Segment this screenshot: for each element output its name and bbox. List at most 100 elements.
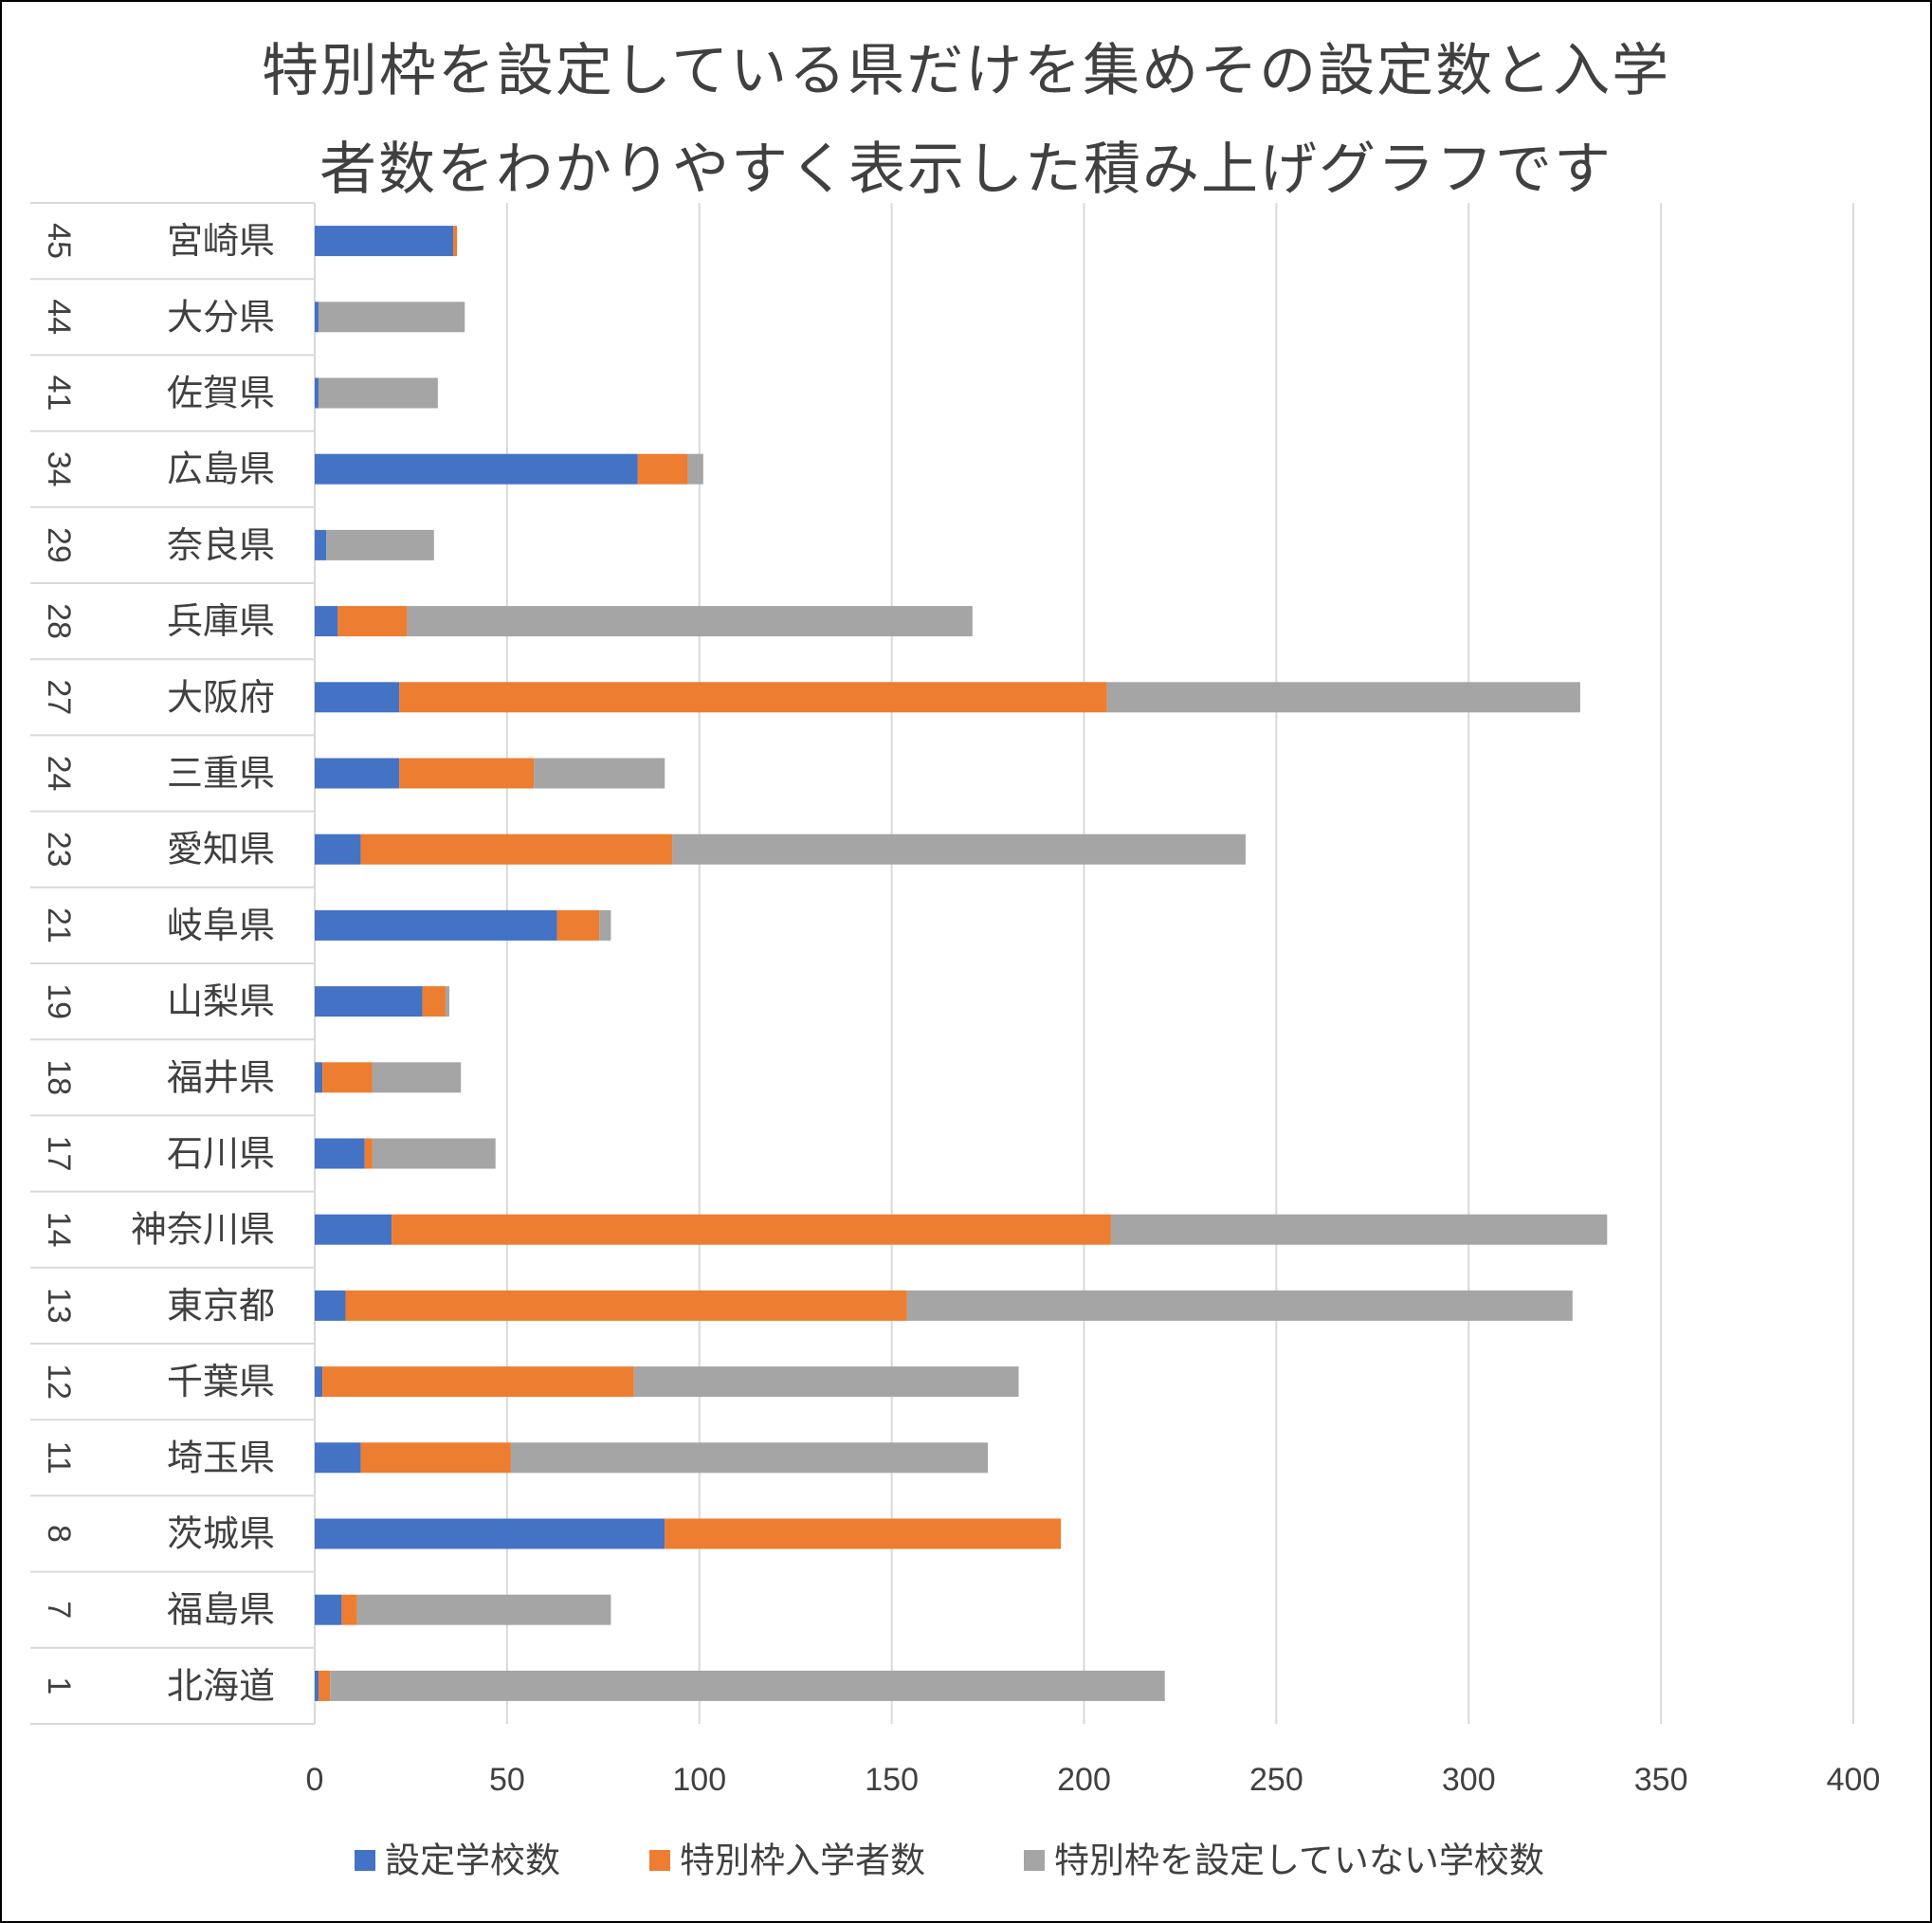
bar-24-series-1 [399,758,535,789]
category-name-label: 岐阜県 [167,905,275,946]
category-code-label: 44 [41,299,77,335]
bar-41-series-2 [319,377,438,409]
bar-21-series-0 [315,909,557,941]
bar-18-series-1 [322,1062,373,1093]
bar-11-series-1 [360,1442,511,1474]
category-code-label: 7 [41,1601,77,1619]
bar-13-series-1 [345,1290,907,1321]
bar-27-series-1 [399,682,1107,713]
bar-29-series-0 [315,529,327,560]
bar-14-series-1 [392,1214,1111,1245]
bar-18-series-2 [372,1062,462,1093]
bar-41-series-0 [315,377,319,409]
bar-19-series-0 [315,986,423,1017]
category-name-label: 千葉県 [167,1361,275,1402]
bar-19-series-1 [422,986,446,1017]
bar-28-series-1 [337,606,408,637]
bar-17-series-0 [315,1138,365,1169]
bar-45-series-1 [453,226,458,257]
bar-17-series-2 [372,1138,496,1169]
legend-label-1: 特別枠入学者数 [680,1841,925,1881]
x-tick-label-150: 150 [865,1762,919,1798]
bar-21-series-2 [599,909,611,941]
bar-24-series-2 [534,758,665,789]
bar-23-series-1 [360,833,673,865]
category-name-label: 神奈川県 [131,1209,275,1251]
bar-7-series-1 [341,1594,357,1625]
bar-44-series-0 [315,302,319,333]
bar-18-series-0 [315,1062,323,1093]
x-tick-label-50: 50 [489,1762,525,1798]
bar-28-series-0 [315,606,338,637]
category-name-label: 北海道 [167,1665,275,1707]
category-code-label: 1 [41,1676,77,1694]
bar-34-series-2 [687,453,703,485]
bar-21-series-1 [556,909,600,941]
category-name-label: 茨城県 [167,1513,275,1555]
x-tick-label-300: 300 [1442,1762,1496,1798]
bar-11-series-0 [315,1442,361,1474]
category-name-label: 広島県 [167,449,275,490]
category-name-label: 埼玉県 [167,1437,275,1478]
bar-1-series-0 [315,1670,319,1701]
category-code-label: 41 [41,375,77,412]
category-code-label: 28 [41,603,77,639]
bar-23-series-0 [315,833,361,865]
bar-8-series-1 [665,1518,1062,1549]
x-tick-label-400: 400 [1827,1762,1881,1798]
category-code-label: 14 [41,1212,77,1248]
bar-12-series-2 [633,1366,1019,1398]
bar-34-series-0 [315,453,638,485]
category-name-label: 福島県 [167,1589,275,1631]
legend-swatch-1 [649,1850,670,1871]
x-tick-label-0: 0 [306,1762,324,1798]
category-name-label: 兵庫県 [167,600,275,642]
legend-label-0: 設定学校数 [385,1841,560,1881]
bar-27-series-2 [1106,682,1580,713]
category-code-label: 8 [41,1525,77,1543]
bar-27-series-0 [315,682,400,713]
category-code-label: 21 [41,907,77,943]
bar-14-series-2 [1110,1214,1608,1245]
category-name-label: 宮崎県 [167,220,275,262]
bar-12-series-1 [322,1366,634,1398]
category-code-label: 18 [41,1059,77,1095]
category-code-label: 13 [41,1288,77,1324]
category-name-label: 愛知県 [167,829,275,870]
x-tick-label-100: 100 [672,1762,726,1798]
category-name-label: 東京都 [167,1285,275,1327]
bar-7-series-0 [315,1594,342,1625]
bar-7-series-2 [356,1594,611,1625]
bar-23-series-2 [672,833,1246,865]
category-code-label: 12 [41,1364,77,1400]
category-code-label: 27 [41,679,77,715]
bar-34-series-1 [637,453,688,485]
legend-swatch-0 [355,1850,375,1871]
x-tick-label-250: 250 [1249,1762,1303,1798]
x-tick-label-350: 350 [1634,1762,1688,1798]
category-code-label: 17 [41,1136,77,1172]
category-name-label: 福井県 [167,1056,275,1098]
bar-45-series-0 [315,226,454,257]
category-code-label: 45 [41,223,77,259]
category-code-label: 11 [41,1441,77,1474]
bar-8-series-0 [315,1518,665,1549]
bar-1-series-2 [330,1670,1165,1701]
category-name-label: 佐賀県 [167,373,275,414]
bar-19-series-2 [445,986,450,1017]
bar-13-series-0 [315,1290,346,1321]
category-name-label: 奈良県 [167,524,275,566]
category-name-label: 石川県 [167,1133,275,1175]
legend-swatch-2 [1024,1850,1045,1871]
bar-24-series-0 [315,758,400,789]
category-code-label: 23 [41,832,77,868]
category-name-label: 大阪府 [167,676,275,718]
category-code-label: 34 [41,451,77,487]
bar-13-series-2 [906,1290,1573,1321]
bar-12-series-0 [315,1366,323,1398]
bar-11-series-2 [510,1442,989,1474]
chart-title-line-2: 者数をわかりやすく表示した積み上げグラフです [319,137,1613,203]
category-code-label: 29 [41,527,77,563]
bar-1-series-1 [319,1670,331,1701]
